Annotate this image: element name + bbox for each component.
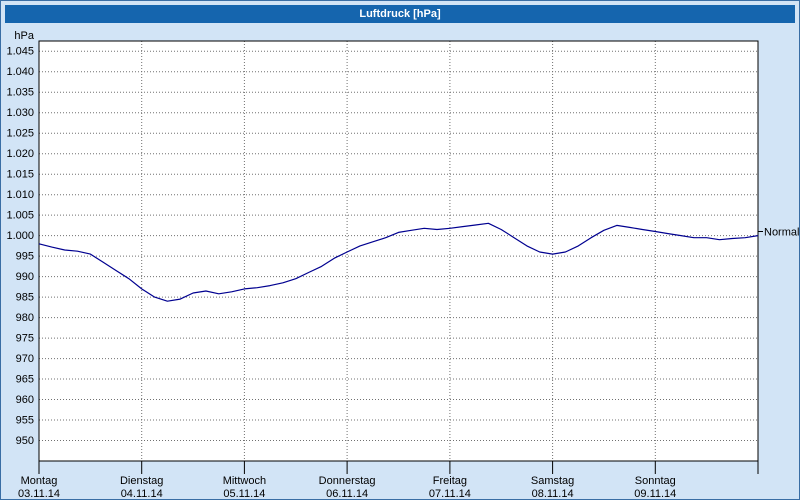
y-tick-label: 975 [16, 333, 34, 345]
day-date-label: 04.11.14 [121, 488, 163, 500]
plot-border [38, 40, 759, 462]
y-tick-label: 1.010 [6, 189, 34, 201]
y-tick-label: 955 [16, 415, 34, 427]
normal-label: Normal [764, 227, 799, 239]
day-name-label: Donnerstag [319, 475, 376, 487]
day-name-label: Freitag [433, 475, 467, 487]
y-tick-label: 1.035 [6, 87, 34, 99]
day-date-label: 05.11.14 [223, 488, 265, 500]
day-date-label: 03.11.14 [18, 488, 60, 500]
y-axis-unit-label: hPa [14, 30, 34, 42]
day-name-label: Dienstag [120, 475, 163, 487]
y-tick-label: 980 [16, 312, 34, 324]
y-tick-label: 1.005 [6, 210, 34, 222]
day-name-label: Sonntag [635, 475, 676, 487]
day-date-label: 09.11.14 [634, 488, 676, 500]
chart-area: 1.045 1.040 1.035 1.030 1.025 1.020 1.015 1.010… [1, 25, 799, 500]
y-tick-label: 1.000 [6, 230, 34, 242]
chart-title: Luftdruck [hPa] [359, 8, 441, 20]
y-tick-label: 985 [16, 292, 34, 304]
y-tick-label: 1.015 [6, 169, 34, 181]
pressure-line [38, 222, 759, 302]
day-name-label: Mittwoch [223, 475, 266, 487]
day-name-label: Montag [21, 475, 58, 487]
y-tick-label: 1.030 [6, 107, 34, 119]
plot-background [39, 41, 758, 461]
chart-title-bar: Luftdruck [hPa] [5, 5, 795, 23]
y-tick-label: 970 [16, 353, 34, 365]
y-tick-label: 950 [16, 435, 34, 447]
day-name-label: Samstag [531, 475, 574, 487]
pressure-chart: 1.045 1.040 1.035 1.030 1.025 1.020 1.015 1.010… [6, 30, 799, 500]
day-date-label: 06.11.14 [326, 488, 368, 500]
y-tick-label: 1.045 [6, 46, 34, 58]
y-tick-label: 1.040 [6, 66, 34, 78]
y-tick-label: 965 [16, 374, 34, 386]
y-tick-label: 1.020 [6, 148, 34, 160]
day-date-label: 08.11.14 [532, 488, 574, 500]
y-tick-label: 995 [16, 251, 34, 263]
y-tick-label: 960 [16, 394, 34, 406]
day-date-label: 07.11.14 [429, 488, 471, 500]
y-tick-label: 990 [16, 271, 34, 283]
y-tick-label: 1.025 [6, 128, 34, 140]
